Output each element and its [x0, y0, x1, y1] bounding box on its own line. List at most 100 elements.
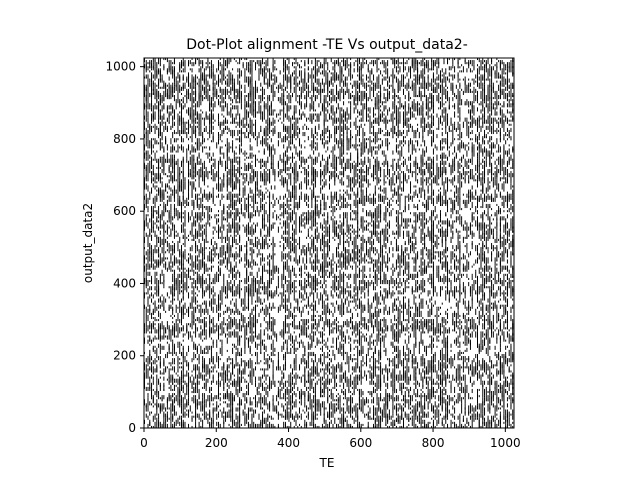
match-dot [302, 111, 304, 116]
match-dot [346, 113, 348, 116]
match-dot [351, 187, 353, 192]
match-dot [510, 105, 512, 108]
match-dot [436, 181, 438, 186]
match-dot [432, 95, 434, 98]
match-dot [385, 189, 387, 194]
match-dot [203, 179, 205, 186]
match-dot [225, 127, 227, 130]
match-dot [358, 58, 360, 63]
match-dot [489, 64, 491, 67]
match-dot [226, 62, 228, 69]
match-dot [251, 60, 253, 67]
match-dot [477, 160, 478, 167]
match-dot [404, 105, 406, 112]
match-dot [496, 99, 498, 106]
match-dot [501, 109, 503, 114]
match-dot [221, 140, 223, 143]
match-dot [262, 193, 264, 196]
match-dot [469, 189, 471, 192]
match-dot [228, 78, 230, 81]
match-dot [475, 88, 477, 93]
match-dot [498, 97, 500, 100]
match-dot [246, 68, 248, 71]
match-dot [484, 78, 486, 85]
match-dot [159, 132, 161, 137]
match-dot [485, 97, 487, 102]
match-dot [172, 74, 174, 79]
match-dot [385, 144, 387, 147]
match-dot [323, 175, 325, 180]
match-dot [240, 70, 242, 77]
match-dot [166, 127, 168, 132]
match-dot [255, 125, 256, 130]
match-dot [369, 74, 371, 77]
match-dot [440, 76, 441, 83]
match-dot [508, 103, 510, 108]
match-dot [270, 187, 272, 190]
match-dot [226, 74, 228, 77]
match-dot [457, 74, 459, 77]
match-dot [362, 189, 364, 196]
match-dot [163, 156, 165, 159]
match-dot [262, 164, 264, 167]
match-dot [260, 113, 262, 120]
match-dot [373, 156, 375, 159]
match-dot [489, 129, 491, 132]
match-dot [203, 164, 205, 169]
match-dot [255, 115, 256, 118]
match-dot [154, 173, 156, 178]
match-dot [425, 113, 427, 116]
match-dot [385, 78, 387, 81]
match-dot [218, 95, 219, 98]
match-dot [401, 82, 403, 87]
match-dot [314, 136, 316, 139]
match-dot [255, 187, 256, 192]
match-dot [392, 125, 394, 132]
match-dot [239, 187, 241, 192]
match-dot [292, 92, 293, 98]
match-dot [274, 90, 276, 98]
match-dot [283, 113, 285, 120]
match-dot [477, 101, 478, 104]
match-dot [321, 88, 323, 93]
match-dot [408, 117, 410, 122]
match-dot [225, 101, 227, 108]
match-dot [441, 146, 443, 151]
match-dot [191, 105, 193, 112]
match-dot [177, 74, 179, 77]
match-dot [413, 113, 415, 116]
match-dot [166, 58, 168, 63]
match-dot [295, 72, 297, 79]
match-dot [279, 97, 281, 104]
match-dot [503, 129, 505, 132]
match-dot [195, 173, 197, 178]
match-dot [152, 171, 154, 176]
match-dot [510, 185, 512, 188]
match-dot [304, 76, 306, 81]
match-dot [343, 171, 345, 178]
match-dot [478, 119, 480, 122]
match-dot [306, 82, 308, 89]
match-dot [431, 136, 433, 143]
match-dot [311, 84, 313, 91]
match-dot [269, 177, 271, 184]
match-dot [158, 90, 160, 98]
match-dot [244, 173, 246, 176]
match-dot [235, 169, 237, 172]
match-dot [508, 90, 510, 93]
match-dot [434, 88, 436, 93]
match-dot [422, 113, 424, 116]
match-dot [494, 166, 496, 169]
match-dot [270, 150, 272, 155]
match-dot [499, 166, 501, 172]
match-dot [380, 117, 382, 122]
match-dot [413, 129, 415, 132]
match-dot [505, 78, 507, 85]
match-dot [362, 171, 364, 174]
match-dot [503, 150, 505, 153]
match-dot [256, 193, 258, 196]
match-dot [212, 175, 214, 178]
match-dot [267, 134, 269, 137]
match-dot [501, 74, 503, 79]
match-dot [350, 109, 352, 116]
